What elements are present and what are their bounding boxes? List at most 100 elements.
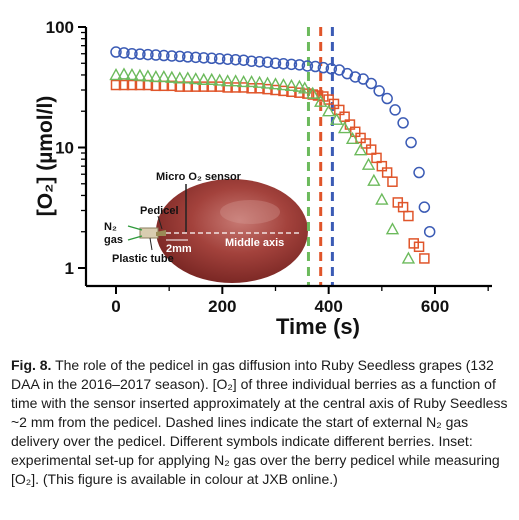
series1-point (317, 61, 330, 74)
series2-point (355, 132, 366, 144)
series3-point (306, 86, 320, 99)
series3-point (117, 67, 131, 80)
tube-pointer (149, 237, 153, 251)
series1-point (285, 58, 298, 71)
series2-point (360, 138, 372, 149)
series1-point (253, 55, 266, 68)
series3-point (260, 76, 275, 89)
y-axis-title: [O₂] (µmol/l) (34, 96, 57, 217)
pedicel-pointer (157, 215, 163, 230)
series3-point (173, 71, 187, 84)
series3-point (268, 77, 283, 90)
series3-point (353, 143, 368, 156)
series1-point (166, 50, 178, 62)
plastic-tube-label: Plastic tube (112, 253, 174, 265)
series1-point (142, 48, 154, 61)
series1-point (245, 55, 258, 67)
pedicel-shape (156, 230, 166, 236)
plastic-tube-shape (139, 227, 159, 239)
series2-point (238, 82, 249, 93)
series2-point (110, 79, 122, 91)
series2-point (387, 176, 398, 187)
series3-point (205, 72, 219, 85)
x-tick-label: 0 (111, 297, 120, 316)
series3-point (133, 68, 147, 81)
series3-point (367, 173, 381, 186)
series3-point (125, 67, 139, 81)
series2-point (198, 81, 209, 92)
series1-point (277, 58, 290, 70)
series1-point (126, 47, 138, 60)
x-axis-title: Time (s) (276, 314, 360, 339)
series3-point (284, 78, 299, 92)
series2-point (214, 81, 225, 92)
series3-point (220, 74, 235, 87)
series3-point (298, 81, 312, 94)
series1-point (365, 77, 377, 90)
x-tick-label: 600 (421, 297, 449, 316)
chart-figure: Micro O₂ sensor Pedicel N₂ gas 2mm Middl… (34, 18, 492, 339)
series1-point (269, 57, 282, 70)
series3-point (276, 78, 291, 91)
series1-point (150, 49, 162, 61)
series1-point (110, 46, 122, 58)
series3-point (314, 94, 328, 107)
series3-point (149, 69, 163, 83)
figure-caption: Fig. 8. The role of the pedicel in gas d… (11, 356, 511, 489)
caption-label: Fig. 8. (11, 357, 52, 373)
series2-point (246, 83, 257, 94)
series1-point (397, 117, 409, 129)
series3-point (375, 192, 389, 205)
series3-point (141, 69, 155, 82)
n2-arrow-bottom (127, 235, 143, 241)
series1-point (118, 47, 130, 59)
series2-point (350, 126, 361, 138)
series1-point (134, 48, 146, 60)
series3-point (181, 71, 195, 84)
series3-point (361, 157, 376, 170)
series2-point (126, 79, 138, 91)
series3-point (197, 72, 211, 85)
y-tick-label: 100 (46, 18, 74, 37)
series2-point (222, 82, 233, 93)
series1-point (418, 201, 431, 213)
series1-point (190, 51, 202, 64)
series1-point (389, 104, 401, 116)
berry-image (156, 179, 308, 283)
series3-point (109, 67, 123, 81)
pedicel-label: Pedicel (140, 205, 179, 217)
series2-point (365, 144, 377, 155)
data-points (109, 46, 436, 264)
series1-point (405, 136, 417, 149)
series3-point (321, 104, 336, 117)
inset-diagram: Micro O₂ sensor Pedicel N₂ gas 2mm Middl… (104, 171, 308, 283)
y-ticks: 1 10 100 (46, 18, 86, 278)
series2-point (381, 167, 393, 178)
series2-point (397, 201, 409, 213)
series3-point (401, 251, 416, 264)
series3-point (228, 74, 243, 87)
series2-point (328, 98, 340, 110)
series1-point (205, 52, 218, 65)
series2-point (403, 210, 414, 222)
series3-point (329, 112, 344, 125)
series3-point (252, 75, 267, 88)
middle-axis-label: Middle axis (225, 237, 284, 249)
series2-point (376, 160, 388, 172)
series2-point (413, 241, 425, 253)
series1-point (158, 49, 170, 62)
series1-point (174, 50, 186, 63)
series1-point (301, 60, 314, 72)
series3-point (337, 121, 352, 134)
series3-point (385, 222, 400, 235)
series2-point (206, 81, 217, 92)
distance-label: 2mm (166, 243, 192, 255)
series1-point (293, 59, 306, 71)
series3-point (165, 70, 179, 83)
series2-point (307, 89, 318, 100)
series2-point (371, 152, 382, 164)
series1-point (221, 53, 234, 65)
series1-point (309, 60, 322, 73)
series3-point (212, 73, 227, 86)
series3-point (244, 74, 259, 88)
